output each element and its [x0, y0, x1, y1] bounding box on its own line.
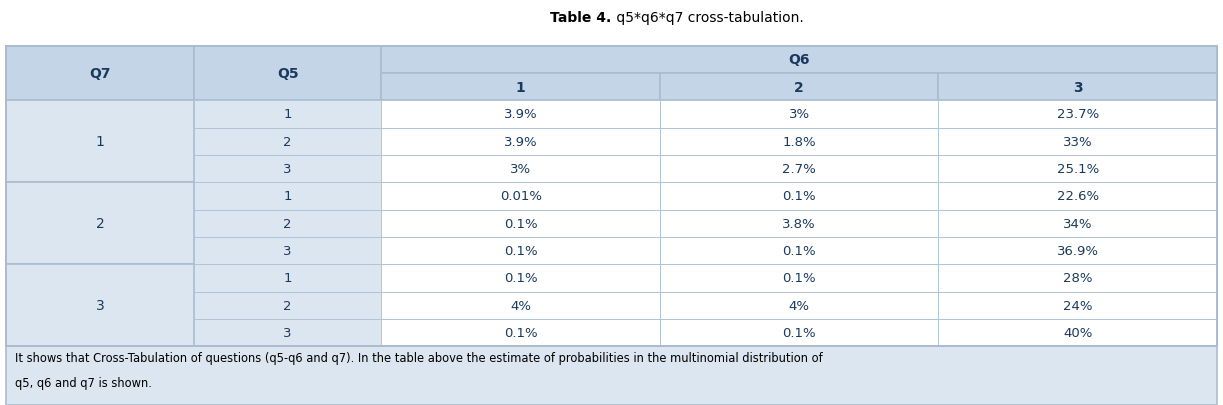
Text: 33%: 33%	[1063, 135, 1092, 148]
Bar	[382, 128, 660, 156]
Bar	[382, 183, 660, 210]
Text: Table 4.: Table 4.	[550, 11, 612, 25]
Text: 28%: 28%	[1063, 272, 1092, 285]
Bar	[660, 128, 938, 156]
Text: 22.6%: 22.6%	[1057, 190, 1098, 203]
Bar	[6, 346, 1217, 405]
Bar	[660, 319, 938, 346]
Text: 2: 2	[794, 81, 804, 94]
Text: 3.8%: 3.8%	[783, 217, 816, 230]
Bar	[660, 156, 938, 183]
Text: 4%: 4%	[789, 299, 810, 312]
Text: 3: 3	[284, 245, 292, 258]
Text: It shows that Cross-Tabulation of questions (q5-q6 and q7). In the table above t: It shows that Cross-Tabulation of questi…	[15, 351, 822, 364]
Text: 1.8%: 1.8%	[783, 135, 816, 148]
Bar	[660, 292, 938, 319]
Bar	[938, 264, 1217, 292]
Bar	[382, 47, 1217, 74]
Bar	[660, 264, 938, 292]
Bar	[938, 156, 1217, 183]
Bar	[6, 47, 1217, 346]
Bar	[660, 74, 938, 101]
Text: 3%: 3%	[510, 163, 531, 176]
Text: 2: 2	[284, 135, 292, 148]
Text: 23.7%: 23.7%	[1057, 108, 1098, 121]
Bar	[938, 101, 1217, 128]
Bar	[660, 101, 938, 128]
Text: 1: 1	[516, 81, 526, 94]
Bar	[660, 237, 938, 264]
Text: 1: 1	[284, 272, 292, 285]
Bar	[938, 292, 1217, 319]
Bar	[193, 292, 382, 319]
Text: 1: 1	[284, 190, 292, 203]
Text: Q6: Q6	[789, 53, 810, 67]
Text: 0.1%: 0.1%	[783, 190, 816, 203]
Text: 3%: 3%	[789, 108, 810, 121]
Bar	[193, 128, 382, 156]
Text: 0.1%: 0.1%	[504, 326, 537, 339]
Text: 36.9%: 36.9%	[1057, 245, 1098, 258]
Bar	[938, 183, 1217, 210]
Bar	[938, 128, 1217, 156]
Text: 0.1%: 0.1%	[504, 272, 537, 285]
Text: Q7: Q7	[89, 67, 111, 81]
Bar	[193, 101, 382, 128]
Text: 3.9%: 3.9%	[504, 135, 537, 148]
Bar	[193, 183, 382, 210]
Bar	[6, 47, 193, 101]
Bar	[382, 74, 660, 101]
Text: 2.7%: 2.7%	[783, 163, 816, 176]
Text: 2: 2	[95, 217, 104, 231]
Bar	[6, 264, 193, 346]
Text: Q5: Q5	[276, 67, 298, 81]
Bar	[938, 74, 1217, 101]
Text: q5*q6*q7 cross-tabulation.: q5*q6*q7 cross-tabulation.	[612, 11, 804, 25]
Text: 3: 3	[284, 326, 292, 339]
Text: 34%: 34%	[1063, 217, 1092, 230]
Text: 0.1%: 0.1%	[504, 245, 537, 258]
Bar	[938, 319, 1217, 346]
Bar	[193, 210, 382, 237]
Bar	[938, 210, 1217, 237]
Bar	[938, 237, 1217, 264]
Text: 0.01%: 0.01%	[500, 190, 542, 203]
Text: 1: 1	[95, 135, 104, 149]
Bar	[382, 264, 660, 292]
Bar	[6, 101, 193, 183]
Text: 24%: 24%	[1063, 299, 1092, 312]
Bar	[382, 156, 660, 183]
Text: 0.1%: 0.1%	[783, 326, 816, 339]
Bar	[382, 237, 660, 264]
Bar	[660, 210, 938, 237]
Text: 3: 3	[1073, 81, 1082, 94]
Bar	[193, 47, 382, 101]
Text: 40%: 40%	[1063, 326, 1092, 339]
Bar	[6, 183, 193, 264]
Bar	[193, 319, 382, 346]
Bar	[193, 237, 382, 264]
Text: 0.1%: 0.1%	[504, 217, 537, 230]
Text: 0.1%: 0.1%	[783, 245, 816, 258]
Text: 3.9%: 3.9%	[504, 108, 537, 121]
Bar	[382, 210, 660, 237]
Bar	[382, 292, 660, 319]
Bar	[382, 319, 660, 346]
Bar	[193, 264, 382, 292]
Bar	[660, 183, 938, 210]
Text: 3: 3	[95, 298, 104, 312]
Text: 1: 1	[284, 108, 292, 121]
Bar	[382, 101, 660, 128]
Bar	[193, 156, 382, 183]
Text: 2: 2	[284, 217, 292, 230]
Text: 2: 2	[284, 299, 292, 312]
Text: 25.1%: 25.1%	[1057, 163, 1098, 176]
Text: q5, q6 and q7 is shown.: q5, q6 and q7 is shown.	[15, 376, 152, 389]
Text: 0.1%: 0.1%	[783, 272, 816, 285]
Text: 3: 3	[284, 163, 292, 176]
Text: 4%: 4%	[510, 299, 531, 312]
